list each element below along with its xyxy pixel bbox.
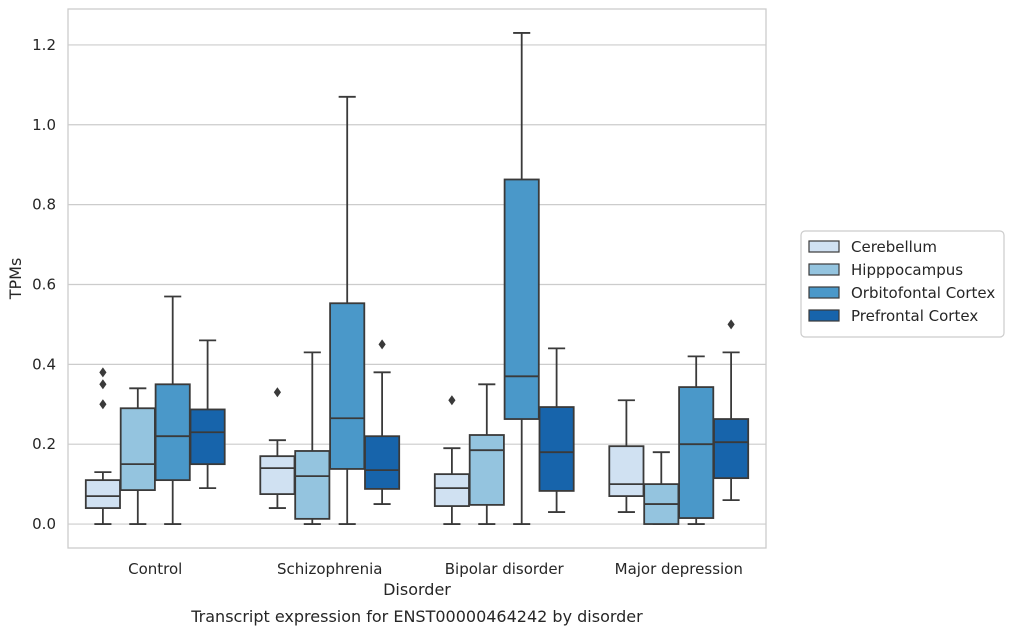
box-element bbox=[329, 95, 366, 525]
y-tick-label: 1.2 bbox=[32, 36, 56, 54]
box-element bbox=[189, 339, 226, 490]
box-iqr bbox=[364, 435, 401, 490]
outlier-point bbox=[273, 387, 281, 398]
legend-swatch bbox=[808, 309, 840, 322]
x-tick-label: Control bbox=[128, 560, 182, 578]
box-iqr bbox=[259, 455, 296, 496]
plot-frame bbox=[67, 8, 767, 549]
legend-label: Hipppocampus bbox=[851, 261, 963, 279]
box-element bbox=[678, 355, 715, 525]
box-iqr bbox=[608, 445, 645, 497]
y-tick-label: 0.2 bbox=[32, 435, 56, 453]
box-iqr bbox=[468, 434, 505, 506]
box-element bbox=[538, 347, 575, 513]
x-axis-label: Disorder bbox=[383, 580, 451, 599]
y-tick-label: 0.8 bbox=[32, 196, 56, 214]
outlier-point bbox=[99, 367, 107, 378]
box-iqr bbox=[713, 418, 750, 480]
legend-item: Orbitofontal Cortex bbox=[808, 284, 995, 302]
outlier-point bbox=[99, 399, 107, 410]
box-element bbox=[433, 395, 470, 525]
box-iqr bbox=[678, 386, 715, 519]
outlier-point bbox=[99, 379, 107, 390]
legend-item: Prefrontal Cortex bbox=[808, 307, 978, 325]
box-element bbox=[259, 387, 296, 509]
y-tick-label: 0.0 bbox=[32, 515, 56, 533]
box-element bbox=[119, 387, 156, 525]
box-iqr bbox=[503, 178, 540, 420]
x-tick-label: Schizophrenia bbox=[277, 560, 382, 578]
box-iqr bbox=[433, 473, 470, 507]
box-iqr bbox=[119, 407, 156, 492]
y-tick-label: 1.0 bbox=[32, 116, 56, 134]
box-element bbox=[503, 32, 540, 525]
box-element bbox=[643, 451, 680, 525]
legend-item: Cerebellum bbox=[808, 238, 937, 256]
outlier-point bbox=[378, 339, 386, 350]
chart-caption: Transcript expression for ENST0000046424… bbox=[190, 607, 643, 626]
boxes-layer bbox=[84, 32, 750, 525]
legend-swatch bbox=[808, 263, 840, 276]
outlier-point bbox=[448, 395, 456, 406]
y-axis-label: TPMs bbox=[6, 258, 25, 301]
box-element bbox=[294, 351, 331, 525]
box-iqr bbox=[294, 450, 331, 520]
box-iqr bbox=[84, 479, 121, 509]
box-iqr bbox=[329, 302, 366, 470]
y-tick-labels: 0.0 0.2 0.4 0.6 0.8 1.0 1.2 bbox=[32, 36, 56, 533]
legend: Cerebellum Hipppocampus Orbitofontal Corte… bbox=[800, 230, 1005, 338]
box-element bbox=[713, 319, 750, 501]
box-iqr bbox=[154, 383, 191, 482]
legend-item: Hipppocampus bbox=[808, 261, 963, 279]
box-element bbox=[84, 367, 121, 525]
legend-label: Orbitofontal Cortex bbox=[851, 284, 995, 302]
legend-label: Cerebellum bbox=[851, 238, 937, 256]
legend-label: Prefrontal Cortex bbox=[851, 307, 978, 325]
box-iqr bbox=[538, 406, 575, 492]
box-element bbox=[364, 339, 401, 505]
box-iqr bbox=[189, 408, 226, 466]
x-tick-label: Major depression bbox=[615, 560, 743, 578]
box-element bbox=[154, 295, 191, 525]
box-element bbox=[608, 399, 645, 513]
y-tick-label: 0.6 bbox=[32, 275, 56, 293]
legend-swatch bbox=[808, 286, 840, 299]
legend-swatch bbox=[808, 240, 840, 253]
x-tick-label: Bipolar disorder bbox=[445, 560, 565, 578]
legend-frame bbox=[800, 230, 1005, 338]
x-tick-labels: Control Schizophrenia Bipolar disorder Majo… bbox=[128, 560, 743, 578]
outlier-point bbox=[727, 319, 735, 330]
box-element bbox=[468, 383, 505, 525]
y-tick-label: 0.4 bbox=[32, 355, 56, 373]
